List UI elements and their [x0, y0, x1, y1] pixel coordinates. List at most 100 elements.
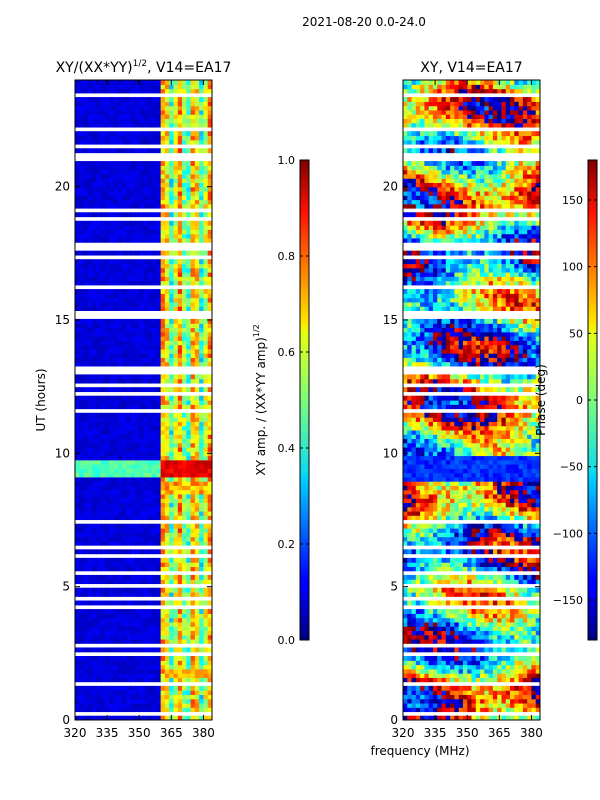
amp-cell — [173, 323, 179, 329]
phase-cell — [454, 600, 460, 606]
amp-cell — [100, 318, 106, 324]
amp-cell — [104, 464, 110, 469]
phase-cell — [424, 613, 430, 619]
amp-cell — [117, 609, 123, 614]
phase-cell — [467, 677, 473, 683]
amp-cell — [143, 442, 149, 448]
amp-cell — [117, 165, 123, 171]
amp-cell — [199, 327, 205, 333]
amp-cell — [113, 528, 119, 533]
amp-cell — [156, 344, 162, 350]
amp-cell — [126, 515, 132, 521]
amp-cell — [117, 626, 123, 631]
phase-cell — [424, 668, 430, 674]
amp-cell — [130, 574, 136, 580]
amp-cell — [134, 80, 140, 85]
amp-cell — [79, 528, 85, 533]
amp-cell — [169, 139, 175, 145]
amp-cell — [126, 587, 132, 593]
phase-cell — [514, 600, 520, 606]
amp-cell — [87, 600, 93, 606]
amp-cell — [169, 131, 175, 137]
amp-cell — [143, 340, 149, 346]
phase-cell — [437, 540, 443, 546]
amp-cell — [92, 327, 98, 333]
amp-cell — [152, 557, 157, 563]
phase-cell — [411, 566, 417, 572]
amp-cell — [173, 114, 179, 119]
phase-cell — [531, 668, 537, 674]
amp-cell — [104, 707, 110, 713]
amp-cell — [147, 272, 153, 277]
phase-cell — [505, 557, 511, 563]
amp-cell — [207, 272, 212, 277]
amp-cell — [92, 323, 98, 329]
amp-cell — [134, 489, 140, 495]
phase-cell — [480, 702, 485, 708]
amp-cell — [130, 395, 136, 401]
amp-cell — [173, 451, 179, 457]
amp-ytick-label: 15 — [55, 313, 70, 327]
phase-cell — [445, 562, 451, 567]
amp-cell — [160, 664, 166, 670]
amp-cell — [164, 173, 170, 179]
phase-cell — [437, 562, 443, 567]
amp-cell — [199, 331, 205, 337]
amp-cell — [104, 280, 110, 286]
amp-cell — [160, 532, 166, 538]
amp-cell — [113, 225, 119, 230]
amp-cell — [122, 237, 127, 243]
amp-cell — [152, 630, 157, 636]
amp-cell — [143, 630, 149, 636]
amp-cell — [75, 493, 80, 499]
amp-cell — [109, 438, 115, 444]
amp-cell — [177, 630, 183, 636]
amp-cell — [173, 429, 179, 435]
amp-cell — [83, 280, 89, 286]
amp-cell — [87, 498, 93, 503]
amp-cell — [152, 348, 157, 354]
amp-cell — [122, 579, 127, 585]
amp-cell — [207, 173, 212, 179]
phase-cell — [420, 574, 426, 580]
amp-cell — [75, 289, 80, 294]
amp-cell — [139, 259, 145, 265]
amp-cell — [83, 178, 89, 183]
amp-cell — [109, 195, 115, 201]
phase-cell — [432, 664, 438, 670]
amp-cell — [96, 668, 102, 674]
amp-cell — [199, 84, 205, 90]
amp-cell — [79, 195, 85, 201]
amp-cell — [164, 528, 170, 533]
amp-cell — [134, 566, 140, 572]
amp-cell — [87, 212, 93, 218]
amp-cell — [126, 340, 132, 346]
amp-cell — [182, 348, 187, 354]
amp-cell — [190, 425, 196, 431]
amp-cell — [147, 617, 153, 623]
amp-cell — [92, 592, 98, 597]
amp-cell — [104, 446, 110, 452]
phase-cell — [403, 707, 408, 713]
amp-cell — [173, 331, 179, 337]
phase-cell — [484, 587, 490, 593]
amp-cell — [92, 195, 98, 201]
amp-cell — [87, 131, 93, 137]
phase-cell — [531, 715, 537, 720]
amp-cell — [147, 493, 153, 499]
phase-cell — [510, 621, 515, 627]
amp-cell — [134, 417, 140, 422]
amp-cell — [186, 131, 192, 137]
amp-cell — [92, 118, 98, 124]
amp-cell — [109, 395, 115, 401]
amp-cell — [139, 374, 145, 380]
amp-cell — [113, 656, 119, 661]
phase-cell — [420, 549, 426, 555]
amp-cell — [194, 361, 200, 367]
phase-cell — [522, 668, 528, 674]
amp-cell — [203, 549, 209, 555]
amp-cell — [169, 557, 175, 563]
phase-cell — [407, 685, 413, 691]
amp-cell — [87, 434, 93, 439]
amp-cell — [207, 225, 212, 230]
